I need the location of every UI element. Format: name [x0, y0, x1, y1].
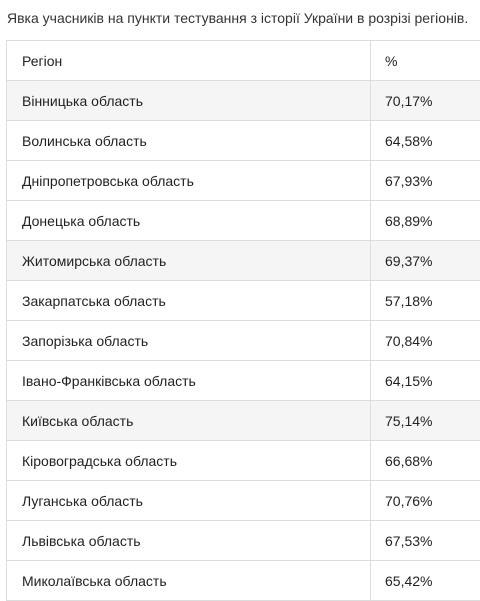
- table-caption: Явка учасників на пункти тестування з іс…: [7, 10, 469, 26]
- region-cell: Івано-Франківська область: [7, 361, 371, 400]
- table-row: Донецька область 68,89%: [7, 201, 480, 241]
- table-row: Вінницька область 70,17%: [7, 81, 480, 121]
- header-region: Регіон: [7, 41, 371, 80]
- table-row: Івано-Франківська область 64,15%: [7, 361, 480, 401]
- region-cell: Луганська область: [7, 481, 371, 520]
- table-header-row: Регіон %: [7, 41, 480, 81]
- percent-cell: 70,76%: [385, 492, 433, 509]
- region-cell: Миколаївська область: [7, 561, 371, 600]
- percent-cell: 70,84%: [385, 332, 433, 349]
- percent-cell: 69,37%: [385, 252, 433, 269]
- region-cell: Волинська область: [7, 121, 371, 160]
- table-row: Київська область 75,14%: [7, 401, 480, 441]
- region-cell: Львівська область: [7, 521, 371, 560]
- region-cell: Київська область: [7, 401, 371, 440]
- percent-cell: 65,42%: [385, 572, 433, 589]
- table-row: Волинська область 64,58%: [7, 121, 480, 161]
- percent-cell: 66,68%: [385, 452, 433, 469]
- region-cell: Дніпропетровська область: [7, 161, 371, 200]
- region-cell: Кіровоградська область: [7, 441, 371, 480]
- region-cell: Донецька область: [7, 201, 371, 240]
- table-row: Закарпатська область 57,18%: [7, 281, 480, 321]
- turnout-table: Регіон % Вінницька область 70,17% Волинс…: [6, 40, 480, 601]
- table-row: Запорізька область 70,84%: [7, 321, 480, 361]
- percent-cell: 75,14%: [385, 412, 433, 429]
- table-row: Миколаївська область 65,42%: [7, 561, 480, 601]
- percent-cell: 64,15%: [385, 372, 433, 389]
- table-row: Кіровоградська область 66,68%: [7, 441, 480, 481]
- percent-cell: 70,17%: [385, 92, 433, 109]
- percent-cell: 64,58%: [385, 132, 433, 149]
- header-percent: %: [385, 52, 398, 69]
- table-row: Дніпропетровська область 67,93%: [7, 161, 480, 201]
- region-cell: Запорізька область: [7, 321, 371, 360]
- percent-cell: 68,89%: [385, 212, 433, 229]
- region-cell: Житомирська область: [7, 241, 371, 280]
- table-row: Львівська область 67,53%: [7, 521, 480, 561]
- table-row: Луганська область 70,76%: [7, 481, 480, 521]
- table-row: Житомирська область 69,37%: [7, 241, 480, 281]
- region-cell: Вінницька область: [7, 81, 371, 120]
- percent-cell: 57,18%: [385, 292, 433, 309]
- percent-cell: 67,53%: [385, 532, 433, 549]
- region-cell: Закарпатська область: [7, 281, 371, 320]
- percent-cell: 67,93%: [385, 172, 433, 189]
